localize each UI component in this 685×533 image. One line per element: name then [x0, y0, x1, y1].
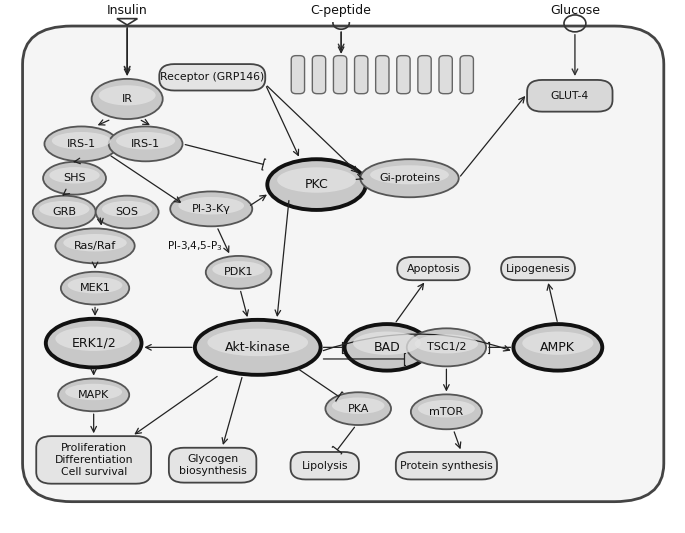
Ellipse shape	[55, 229, 135, 263]
Ellipse shape	[33, 196, 96, 229]
Text: mTOR: mTOR	[429, 407, 464, 417]
FancyBboxPatch shape	[501, 257, 575, 280]
Ellipse shape	[58, 378, 129, 411]
Text: IRS-1: IRS-1	[131, 139, 160, 149]
Ellipse shape	[63, 234, 127, 252]
Ellipse shape	[407, 328, 486, 366]
Text: Ras/Raf: Ras/Raf	[74, 241, 116, 251]
Ellipse shape	[206, 256, 271, 289]
FancyBboxPatch shape	[460, 55, 473, 94]
Text: TSC1/2: TSC1/2	[427, 342, 466, 352]
FancyBboxPatch shape	[160, 64, 265, 91]
Text: Akt-kinase: Akt-kinase	[225, 341, 290, 354]
FancyBboxPatch shape	[36, 436, 151, 483]
Text: PDK1: PDK1	[224, 268, 253, 277]
Ellipse shape	[43, 162, 106, 195]
Ellipse shape	[45, 126, 119, 161]
Text: MEK1: MEK1	[79, 283, 110, 293]
FancyBboxPatch shape	[439, 55, 452, 94]
Ellipse shape	[178, 197, 244, 214]
Text: MAPK: MAPK	[78, 390, 110, 400]
Ellipse shape	[109, 126, 182, 161]
Ellipse shape	[92, 79, 163, 119]
Ellipse shape	[171, 191, 252, 227]
FancyBboxPatch shape	[23, 26, 664, 502]
Ellipse shape	[116, 132, 175, 149]
Text: Glycogen
biosynthesis: Glycogen biosynthesis	[179, 455, 247, 476]
Ellipse shape	[414, 334, 478, 353]
Ellipse shape	[99, 85, 155, 106]
Text: Lipolysis: Lipolysis	[301, 461, 348, 471]
Text: Proliferation
Differentiation
Cell survival: Proliferation Differentiation Cell survi…	[54, 443, 133, 477]
Ellipse shape	[208, 329, 308, 356]
Ellipse shape	[353, 332, 421, 355]
Ellipse shape	[65, 384, 122, 400]
Text: PI-3-Kγ: PI-3-Kγ	[192, 204, 231, 214]
Text: C-peptide: C-peptide	[311, 4, 371, 17]
FancyBboxPatch shape	[355, 55, 368, 94]
Ellipse shape	[102, 201, 152, 217]
Text: PKC: PKC	[305, 178, 328, 191]
Ellipse shape	[46, 319, 142, 367]
Text: SOS: SOS	[116, 207, 138, 217]
Ellipse shape	[52, 132, 111, 149]
Text: SHS: SHS	[63, 173, 86, 183]
Text: ERK1/2: ERK1/2	[71, 337, 116, 350]
Text: AMPK: AMPK	[540, 341, 575, 354]
Text: Apoptosis: Apoptosis	[407, 264, 460, 273]
Ellipse shape	[345, 324, 429, 370]
Ellipse shape	[325, 392, 391, 425]
Text: GLUT-4: GLUT-4	[551, 91, 589, 101]
FancyBboxPatch shape	[290, 452, 359, 480]
Text: IRS-1: IRS-1	[67, 139, 96, 149]
Text: IR: IR	[122, 94, 133, 104]
Text: PKA: PKA	[347, 403, 369, 414]
Ellipse shape	[195, 320, 321, 375]
FancyBboxPatch shape	[312, 55, 325, 94]
Text: Protein synthesis: Protein synthesis	[400, 461, 493, 471]
Ellipse shape	[513, 324, 602, 370]
Ellipse shape	[267, 159, 366, 210]
FancyBboxPatch shape	[418, 55, 431, 94]
FancyBboxPatch shape	[397, 55, 410, 94]
Ellipse shape	[212, 261, 265, 278]
Ellipse shape	[370, 165, 449, 184]
Ellipse shape	[522, 332, 593, 355]
Ellipse shape	[411, 394, 482, 429]
FancyBboxPatch shape	[527, 80, 612, 111]
Ellipse shape	[55, 327, 132, 351]
Ellipse shape	[418, 400, 475, 417]
FancyBboxPatch shape	[396, 452, 497, 480]
Ellipse shape	[96, 196, 159, 229]
Ellipse shape	[332, 398, 384, 414]
Text: GRB: GRB	[52, 207, 76, 217]
Ellipse shape	[39, 201, 90, 217]
Text: Lipogenesis: Lipogenesis	[506, 264, 571, 273]
Ellipse shape	[49, 167, 100, 183]
Text: Receptor (GRP146): Receptor (GRP146)	[160, 72, 264, 82]
Text: Glucose: Glucose	[550, 4, 600, 17]
FancyBboxPatch shape	[375, 55, 389, 94]
FancyBboxPatch shape	[169, 448, 256, 482]
Text: BAD: BAD	[373, 341, 400, 354]
FancyBboxPatch shape	[334, 55, 347, 94]
Text: Insulin: Insulin	[107, 4, 147, 17]
FancyBboxPatch shape	[397, 257, 470, 280]
Ellipse shape	[360, 159, 459, 197]
Text: Gi-proteins: Gi-proteins	[379, 173, 440, 183]
Ellipse shape	[68, 277, 123, 293]
Text: PI-3,4,5-P$_3$: PI-3,4,5-P$_3$	[168, 239, 223, 253]
Ellipse shape	[61, 272, 129, 304]
Ellipse shape	[277, 167, 356, 193]
FancyBboxPatch shape	[291, 55, 305, 94]
